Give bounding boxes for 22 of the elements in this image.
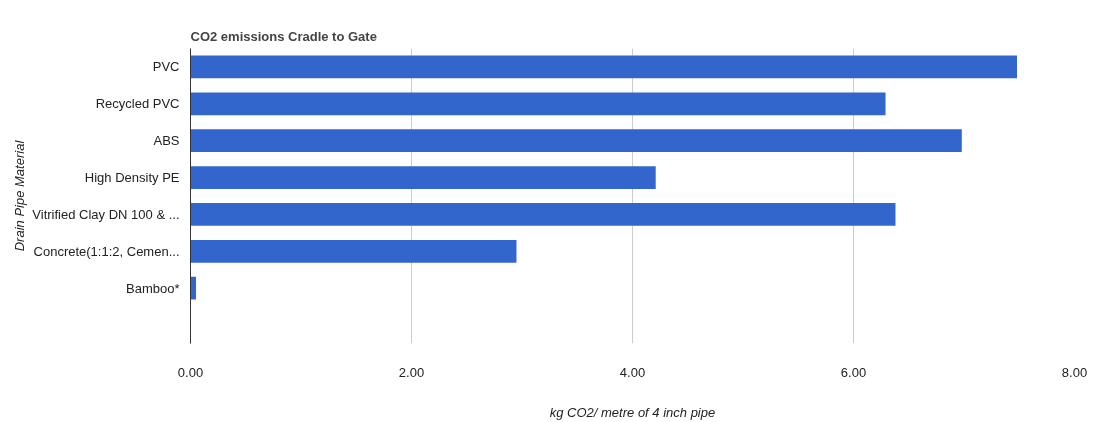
bar: [190, 239, 517, 263]
bar: [190, 129, 962, 153]
bar: [190, 276, 197, 300]
bar: [190, 55, 1018, 79]
x-axis-title: kg CO2/ metre of 4 inch pipe: [549, 404, 716, 420]
bar: [190, 166, 656, 189]
y-tick-label: Vitrified Clay DN 100 & ...: [32, 206, 180, 222]
y-tick-label: Recycled PVC: [95, 96, 180, 112]
y-tick-label: High Density PE: [84, 170, 180, 186]
x-tick-label: 4.00: [619, 364, 646, 380]
y-tick-label: Concrete(1:1:2, Cemen...: [33, 243, 180, 259]
bar: [190, 92, 886, 116]
x-tick-label: 2.00: [398, 364, 425, 380]
x-tick-label: 8.00: [1061, 364, 1088, 380]
y-tick-label: Bamboo*: [126, 280, 180, 296]
x-tick-label: 6.00: [840, 364, 867, 380]
chart-title: CO2 emissions Cradle to Gate: [190, 28, 377, 44]
y-tick-label: PVC: [152, 59, 180, 75]
x-tick-label: 0.00: [177, 364, 204, 380]
bar: [190, 203, 896, 226]
y-axis-title: Drain Pipe Material: [12, 139, 28, 252]
y-tick-label: ABS: [153, 133, 180, 149]
